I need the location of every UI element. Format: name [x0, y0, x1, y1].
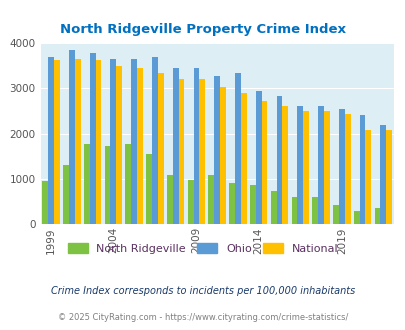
Bar: [187, 181, 193, 224]
Bar: [359, 115, 364, 224]
Bar: [338, 109, 344, 224]
Bar: [75, 59, 80, 224]
Bar: [291, 197, 296, 224]
Bar: [104, 146, 110, 224]
Bar: [220, 87, 225, 224]
Bar: [353, 211, 359, 224]
Bar: [48, 56, 54, 224]
Text: North Ridgeville Property Crime Index: North Ridgeville Property Crime Index: [60, 23, 345, 36]
Bar: [42, 181, 48, 224]
Bar: [374, 208, 379, 224]
Bar: [234, 73, 240, 224]
Bar: [178, 79, 184, 224]
Bar: [379, 125, 385, 224]
Bar: [344, 114, 350, 224]
Bar: [270, 191, 276, 224]
Bar: [261, 101, 267, 224]
Bar: [158, 73, 163, 224]
Bar: [332, 205, 338, 224]
Bar: [137, 68, 143, 224]
Bar: [240, 93, 246, 224]
Bar: [276, 96, 282, 224]
Bar: [296, 106, 303, 224]
Bar: [173, 68, 178, 224]
Bar: [255, 90, 261, 224]
Legend: North Ridgeville, Ohio, National: North Ridgeville, Ohio, National: [63, 239, 342, 258]
Bar: [125, 144, 131, 224]
Bar: [151, 57, 158, 224]
Bar: [193, 68, 199, 224]
Bar: [131, 59, 137, 224]
Bar: [54, 60, 60, 224]
Text: © 2025 CityRating.com - https://www.cityrating.com/crime-statistics/: © 2025 CityRating.com - https://www.city…: [58, 313, 347, 322]
Bar: [303, 111, 308, 224]
Text: Crime Index corresponds to incidents per 100,000 inhabitants: Crime Index corresponds to incidents per…: [51, 286, 354, 296]
Bar: [90, 53, 95, 224]
Bar: [229, 183, 234, 224]
Bar: [214, 76, 220, 224]
Bar: [364, 130, 371, 224]
Bar: [63, 164, 69, 224]
Bar: [95, 60, 101, 224]
Bar: [282, 106, 288, 224]
Bar: [116, 66, 122, 224]
Bar: [311, 197, 318, 224]
Bar: [249, 185, 255, 224]
Bar: [318, 106, 323, 224]
Bar: [110, 59, 116, 224]
Bar: [69, 50, 75, 224]
Bar: [208, 175, 214, 224]
Bar: [199, 79, 205, 224]
Bar: [166, 175, 173, 224]
Bar: [323, 112, 329, 224]
Bar: [146, 154, 151, 224]
Bar: [84, 144, 90, 224]
Bar: [385, 130, 391, 224]
